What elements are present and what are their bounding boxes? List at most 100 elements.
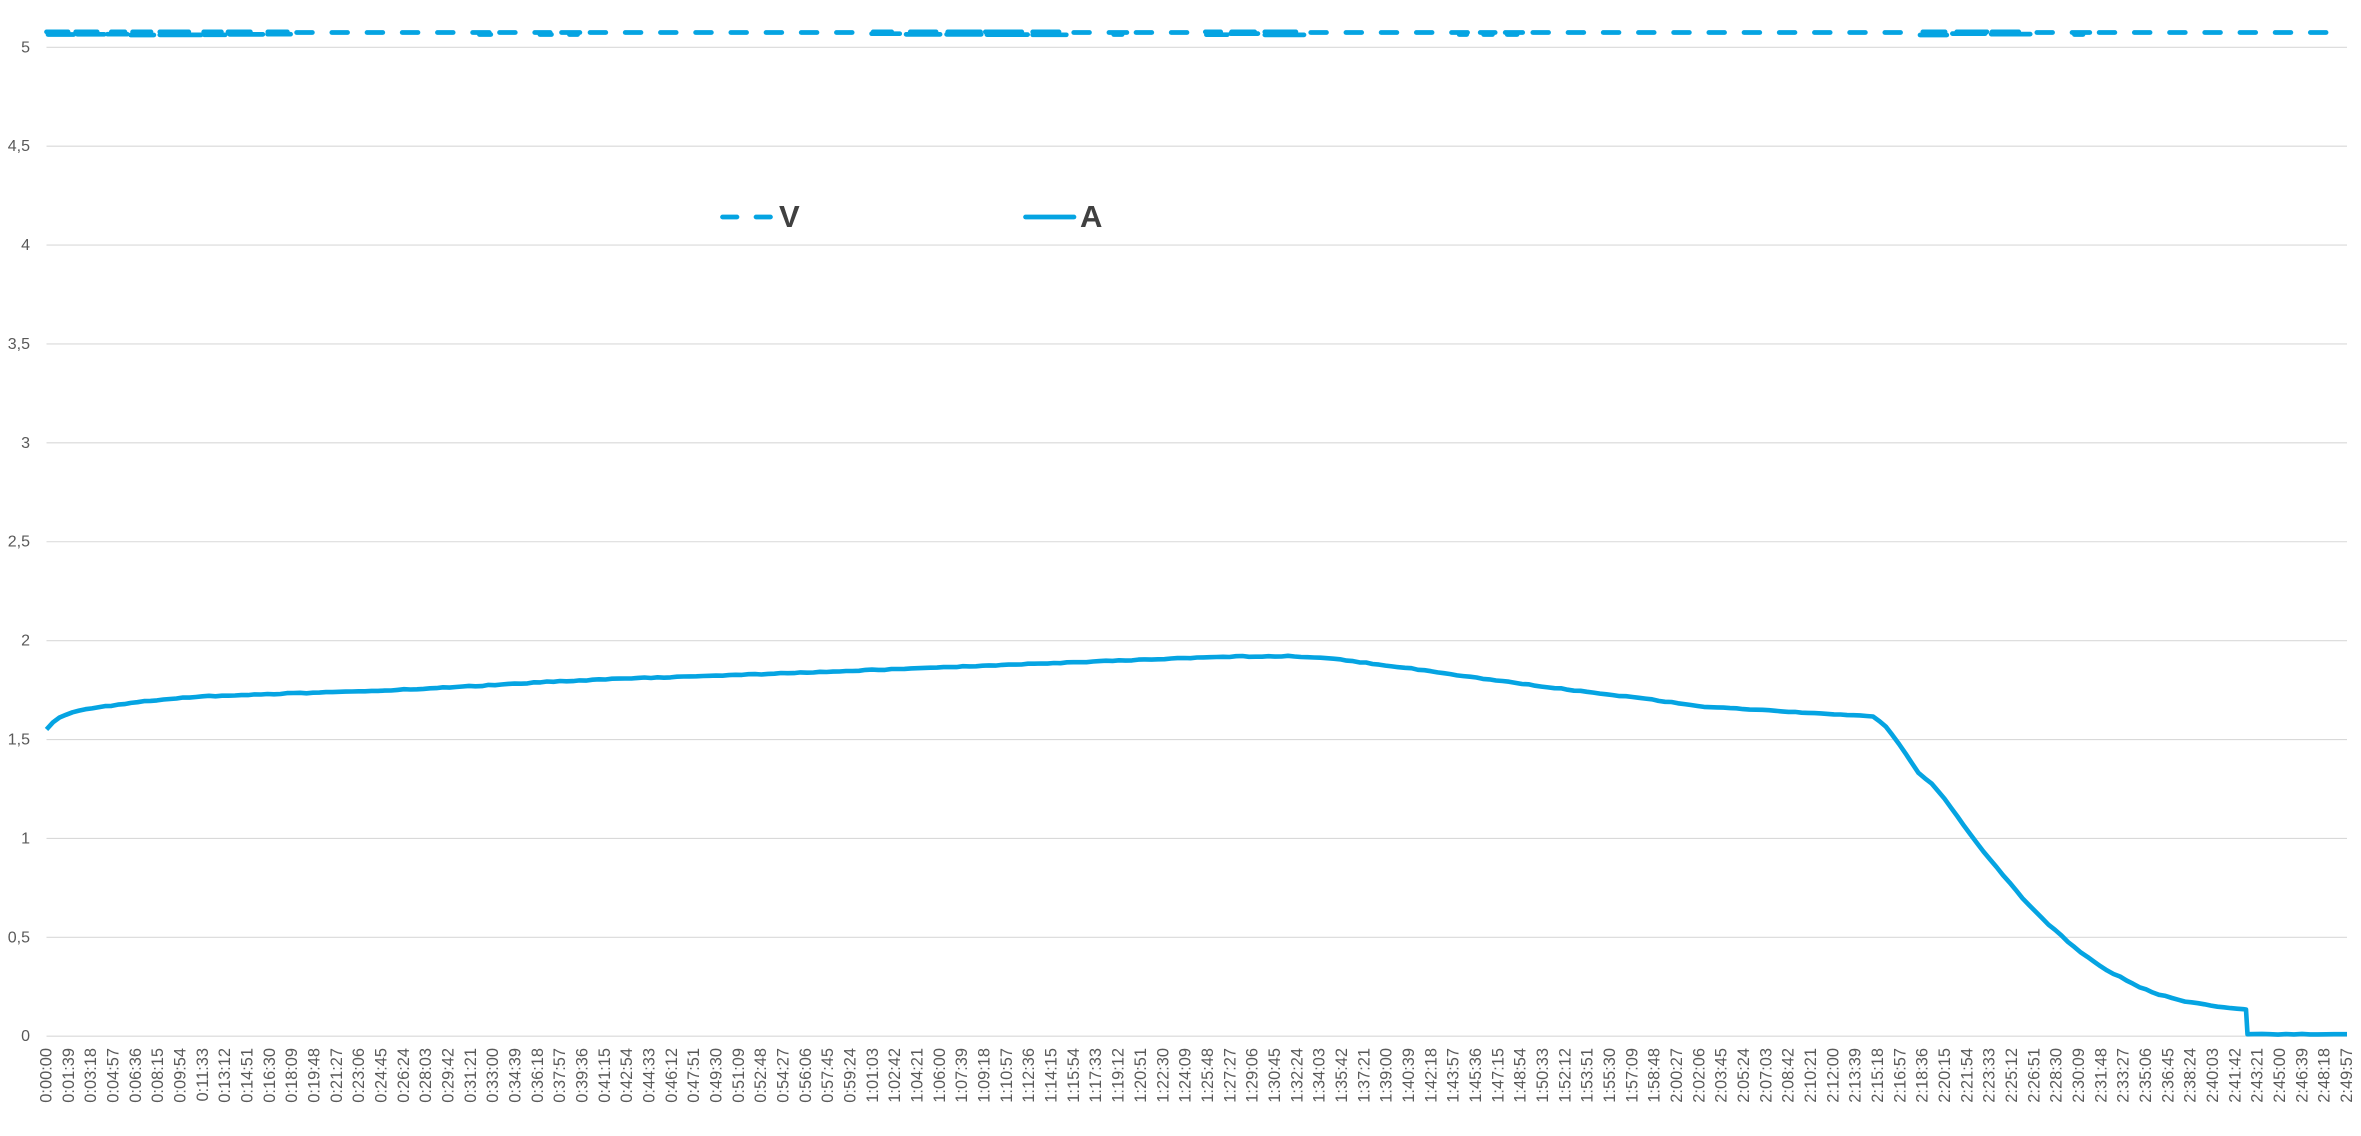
svg-text:1:37:21: 1:37:21 <box>1355 1048 1373 1103</box>
svg-text:0:21:27: 0:21:27 <box>328 1048 346 1103</box>
svg-text:1,5: 1,5 <box>8 732 30 749</box>
svg-text:2:07:03: 2:07:03 <box>1757 1048 1775 1103</box>
svg-text:V: V <box>779 199 800 234</box>
svg-text:2:03:45: 2:03:45 <box>1713 1048 1731 1103</box>
svg-text:1:32:24: 1:32:24 <box>1288 1048 1306 1103</box>
svg-text:2:16:57: 2:16:57 <box>1891 1048 1909 1103</box>
svg-text:0:33:00: 0:33:00 <box>484 1048 502 1103</box>
svg-text:2:33:27: 2:33:27 <box>2115 1048 2133 1103</box>
svg-text:0:57:45: 0:57:45 <box>819 1048 837 1103</box>
svg-text:4,5: 4,5 <box>8 138 30 155</box>
svg-text:2:23:33: 2:23:33 <box>1981 1048 1999 1103</box>
svg-text:2:25:12: 2:25:12 <box>2003 1048 2021 1103</box>
svg-text:1:42:18: 1:42:18 <box>1422 1048 1440 1103</box>
svg-text:0:41:15: 0:41:15 <box>596 1048 614 1103</box>
svg-text:1:34:03: 1:34:03 <box>1311 1048 1329 1103</box>
svg-text:1:57:09: 1:57:09 <box>1623 1048 1641 1103</box>
svg-text:2:41:42: 2:41:42 <box>2226 1048 2244 1103</box>
svg-text:0:13:12: 0:13:12 <box>216 1048 234 1103</box>
svg-text:0:42:54: 0:42:54 <box>618 1048 636 1103</box>
svg-text:1:25:48: 1:25:48 <box>1199 1048 1217 1103</box>
svg-text:0:03:18: 0:03:18 <box>82 1048 100 1103</box>
svg-text:4: 4 <box>21 237 30 254</box>
svg-text:A: A <box>1080 199 1102 234</box>
svg-text:1:47:15: 1:47:15 <box>1489 1048 1507 1103</box>
svg-text:2:13:39: 2:13:39 <box>1847 1048 1865 1103</box>
svg-text:0:52:48: 0:52:48 <box>752 1048 770 1103</box>
svg-text:0:44:33: 0:44:33 <box>641 1048 659 1103</box>
svg-text:0:00:00: 0:00:00 <box>38 1048 56 1103</box>
svg-text:2:49:57: 2:49:57 <box>2338 1048 2356 1103</box>
svg-text:1:09:18: 1:09:18 <box>976 1048 994 1103</box>
svg-text:1:04:21: 1:04:21 <box>909 1048 927 1103</box>
svg-text:2:43:21: 2:43:21 <box>2249 1048 2267 1103</box>
svg-text:0:47:51: 0:47:51 <box>685 1048 703 1103</box>
svg-text:1:22:30: 1:22:30 <box>1154 1048 1172 1103</box>
svg-text:0:08:15: 0:08:15 <box>149 1048 167 1103</box>
svg-text:1:02:42: 1:02:42 <box>886 1048 904 1103</box>
svg-text:1:12:36: 1:12:36 <box>1020 1048 1038 1103</box>
svg-text:2:02:06: 2:02:06 <box>1690 1048 1708 1103</box>
svg-text:1:40:39: 1:40:39 <box>1400 1048 1418 1103</box>
svg-text:1:01:03: 1:01:03 <box>864 1048 882 1103</box>
svg-text:0:01:39: 0:01:39 <box>60 1048 78 1103</box>
svg-text:2:48:18: 2:48:18 <box>2316 1048 2334 1103</box>
svg-text:2:38:24: 2:38:24 <box>2182 1048 2200 1103</box>
svg-text:0:26:24: 0:26:24 <box>395 1048 413 1103</box>
svg-text:2,5: 2,5 <box>8 534 30 551</box>
svg-text:0:31:21: 0:31:21 <box>462 1048 480 1103</box>
svg-text:2:15:18: 2:15:18 <box>1869 1048 1887 1103</box>
svg-text:0:56:06: 0:56:06 <box>797 1048 815 1103</box>
svg-text:1:07:39: 1:07:39 <box>953 1048 971 1103</box>
svg-text:1:52:12: 1:52:12 <box>1556 1048 1574 1103</box>
svg-text:0:09:54: 0:09:54 <box>172 1048 190 1103</box>
svg-text:1:45:36: 1:45:36 <box>1467 1048 1485 1103</box>
svg-text:0:06:36: 0:06:36 <box>127 1048 145 1103</box>
svg-text:2:40:03: 2:40:03 <box>2204 1048 2222 1103</box>
svg-text:5: 5 <box>21 39 30 56</box>
svg-text:1:50:33: 1:50:33 <box>1534 1048 1552 1103</box>
svg-text:0:59:24: 0:59:24 <box>842 1048 860 1103</box>
svg-text:2:12:00: 2:12:00 <box>1824 1048 1842 1103</box>
svg-text:2:18:36: 2:18:36 <box>1914 1048 1932 1103</box>
svg-text:2:21:54: 2:21:54 <box>1958 1048 1976 1103</box>
svg-text:2:30:09: 2:30:09 <box>2070 1048 2088 1103</box>
svg-text:0:11:33: 0:11:33 <box>194 1048 212 1101</box>
svg-text:0: 0 <box>21 1028 30 1045</box>
svg-text:1:24:09: 1:24:09 <box>1177 1048 1195 1103</box>
svg-text:1:27:27: 1:27:27 <box>1221 1048 1239 1103</box>
svg-text:1:58:48: 1:58:48 <box>1646 1048 1664 1103</box>
svg-text:0:14:51: 0:14:51 <box>239 1048 257 1103</box>
svg-text:1:53:51: 1:53:51 <box>1579 1048 1597 1103</box>
svg-text:1:30:45: 1:30:45 <box>1266 1048 1284 1103</box>
svg-text:0:18:09: 0:18:09 <box>283 1048 301 1103</box>
svg-text:1:15:54: 1:15:54 <box>1065 1048 1083 1103</box>
svg-text:1:17:33: 1:17:33 <box>1087 1048 1105 1103</box>
svg-text:1:20:51: 1:20:51 <box>1132 1048 1150 1103</box>
svg-text:1:55:30: 1:55:30 <box>1601 1048 1619 1103</box>
svg-text:0:23:06: 0:23:06 <box>350 1048 368 1103</box>
svg-text:2:36:45: 2:36:45 <box>2159 1048 2177 1103</box>
svg-text:0:49:30: 0:49:30 <box>708 1048 726 1103</box>
svg-text:1:19:12: 1:19:12 <box>1110 1048 1128 1103</box>
svg-text:2:00:27: 2:00:27 <box>1668 1048 1686 1103</box>
svg-text:0:24:45: 0:24:45 <box>373 1048 391 1103</box>
svg-text:2:28:30: 2:28:30 <box>2048 1048 2066 1103</box>
svg-text:0,5: 0,5 <box>8 929 30 946</box>
svg-text:3: 3 <box>21 435 30 452</box>
svg-text:1:06:00: 1:06:00 <box>931 1048 949 1103</box>
svg-text:2:20:15: 2:20:15 <box>1936 1048 1954 1103</box>
svg-text:1:10:57: 1:10:57 <box>998 1048 1016 1103</box>
svg-text:1:48:54: 1:48:54 <box>1512 1048 1530 1103</box>
svg-text:0:37:57: 0:37:57 <box>551 1048 569 1103</box>
svg-text:0:29:42: 0:29:42 <box>440 1048 458 1103</box>
svg-text:1:35:42: 1:35:42 <box>1333 1048 1351 1103</box>
svg-text:1:29:06: 1:29:06 <box>1244 1048 1262 1103</box>
svg-text:2:46:39: 2:46:39 <box>2293 1048 2311 1103</box>
svg-text:0:04:57: 0:04:57 <box>105 1048 123 1103</box>
svg-text:2:31:48: 2:31:48 <box>2092 1048 2110 1103</box>
svg-text:0:51:09: 0:51:09 <box>730 1048 748 1103</box>
svg-text:1: 1 <box>21 830 30 847</box>
svg-text:2:45:00: 2:45:00 <box>2271 1048 2289 1103</box>
svg-text:0:16:30: 0:16:30 <box>261 1048 279 1103</box>
